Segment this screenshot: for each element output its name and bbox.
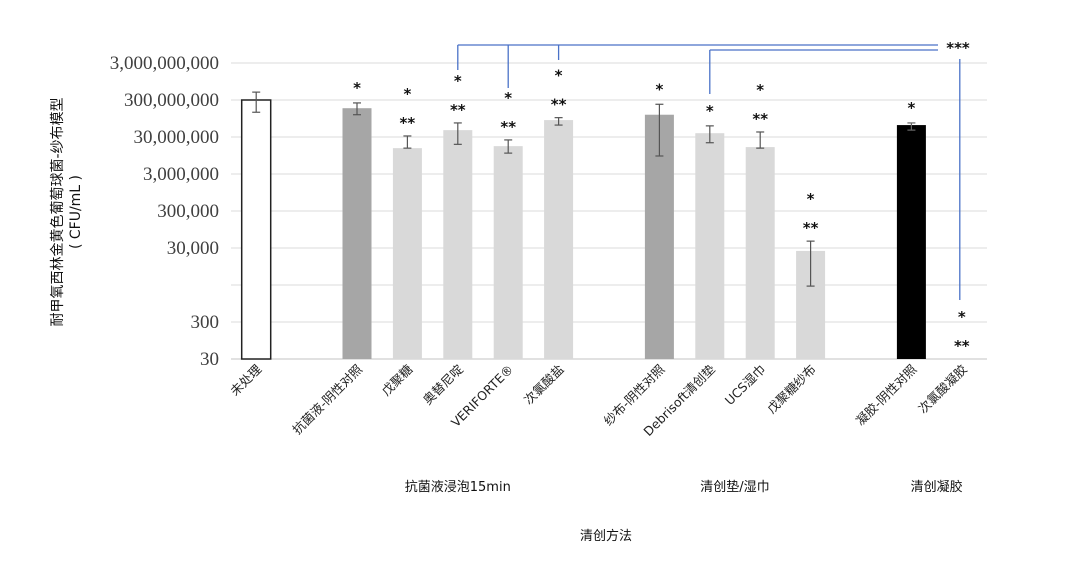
y-tick-label: 300,000,000 bbox=[124, 90, 219, 111]
y-tick-label: 3,000,000 bbox=[143, 164, 219, 185]
x-tick-label: 戊聚糖 bbox=[378, 361, 415, 398]
x-tick-label: 次氯酸凝胶 bbox=[915, 362, 970, 417]
y-tick-label: 300,000 bbox=[157, 201, 219, 222]
significance-star: * bbox=[958, 308, 966, 326]
bar bbox=[342, 108, 372, 359]
group-label: 清创垫/湿巾 bbox=[700, 479, 769, 495]
significance-double-star: ** bbox=[551, 96, 567, 114]
y-tick-label: 30,000,000 bbox=[134, 127, 220, 148]
bar bbox=[493, 146, 523, 359]
significance-double-star: ** bbox=[954, 337, 970, 355]
bar bbox=[544, 120, 574, 359]
significance-double-star: ** bbox=[803, 219, 819, 237]
y-tick-label: 300 bbox=[191, 312, 220, 333]
significance-double-star: ** bbox=[752, 110, 768, 128]
bar bbox=[443, 130, 473, 359]
x-tick-label: 奥替尼啶 bbox=[420, 361, 466, 407]
bar bbox=[240, 99, 272, 360]
significance-star: * bbox=[555, 67, 563, 85]
significance-star: * bbox=[655, 80, 663, 98]
bar bbox=[896, 125, 926, 360]
y-tick-label: 3,000,000,000 bbox=[110, 53, 219, 74]
y-tick-label: 30,000 bbox=[167, 238, 219, 259]
significance-star: * bbox=[907, 99, 915, 117]
x-tick-label: UCS湿巾 bbox=[722, 362, 769, 409]
significance-star: * bbox=[706, 102, 714, 120]
y-axis-title: 耐甲氧西林金黄色葡萄球菌-纱布模型 bbox=[49, 97, 66, 326]
group-label: 抗菌液浸泡15min bbox=[405, 480, 511, 495]
bar bbox=[695, 133, 725, 359]
significance-star: * bbox=[353, 79, 361, 97]
significance-triple-star: *** bbox=[946, 39, 970, 57]
significance-star: * bbox=[756, 81, 764, 99]
significance-star: * bbox=[504, 89, 512, 107]
x-tick-label: 未处理 bbox=[227, 361, 264, 398]
significance-star: * bbox=[807, 190, 815, 208]
significance-double-star: ** bbox=[450, 101, 466, 119]
significance-double-star: ** bbox=[500, 118, 516, 136]
x-tick-label: 凝胶-阴性对照 bbox=[853, 362, 920, 429]
significance-double-star: ** bbox=[400, 114, 416, 132]
y-axis-unit: ( CFU/mL ) bbox=[68, 175, 84, 249]
x-tick-label: 次氯酸盐 bbox=[521, 362, 567, 408]
x-tick-label: 抗菌液-阴性对照 bbox=[289, 362, 365, 438]
group-label: 清创凝胶 bbox=[911, 479, 963, 495]
significance-star: * bbox=[454, 72, 462, 90]
significance-star: * bbox=[403, 85, 411, 103]
y-tick-label: 30 bbox=[200, 349, 219, 370]
bar bbox=[392, 148, 422, 359]
x-axis-title: 清创方法 bbox=[580, 528, 632, 544]
x-tick-label: 戊聚糖纱布 bbox=[764, 362, 819, 417]
bar bbox=[745, 147, 775, 359]
